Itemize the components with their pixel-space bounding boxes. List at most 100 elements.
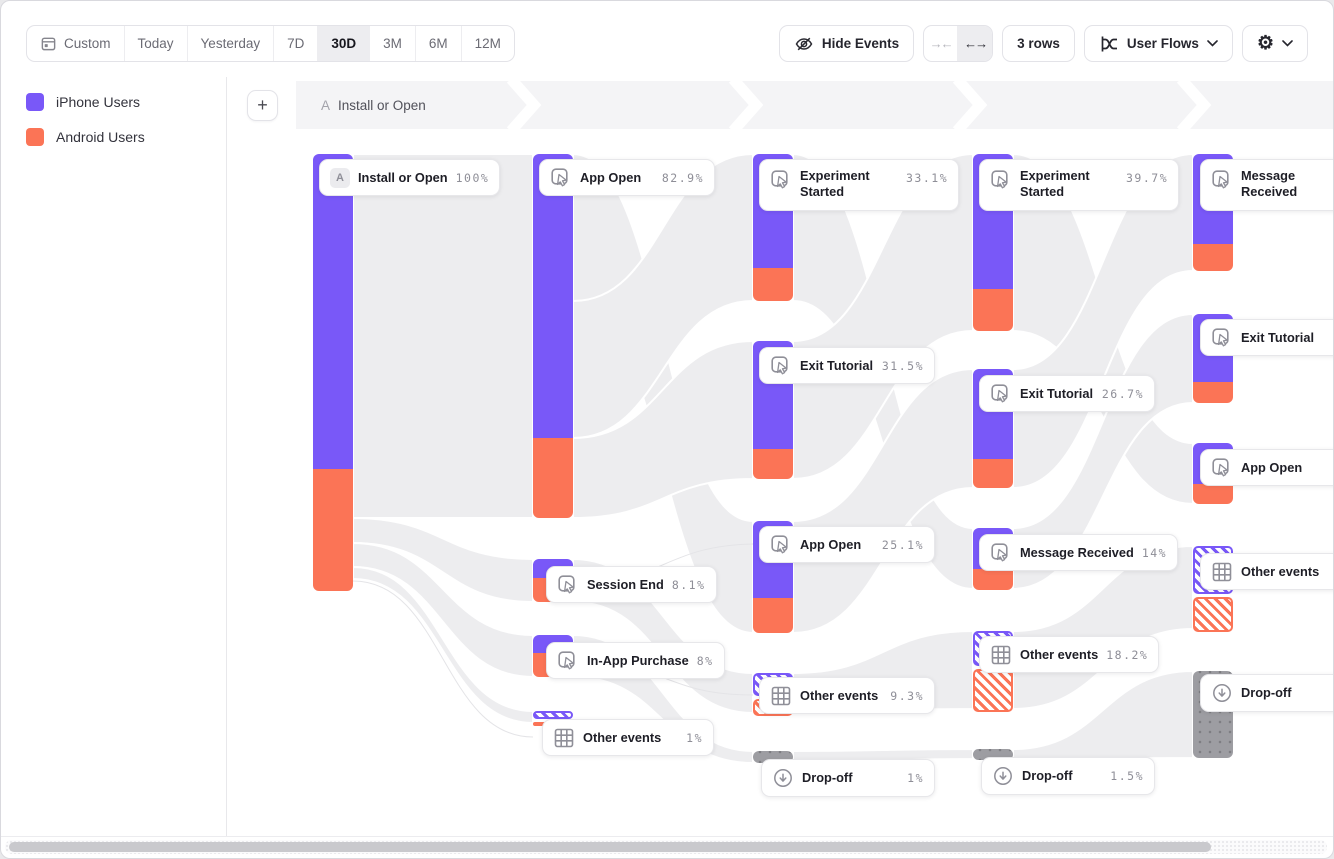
flow-bar-other-events-android[interactable] xyxy=(1193,597,1233,632)
expand-columns-button[interactable]: ←→ xyxy=(958,26,993,61)
flow-node-app-open[interactable]: App Open 82.9% xyxy=(539,159,715,196)
flow-bar-app-open-android[interactable] xyxy=(533,438,573,518)
flow-bar-drop-off[interactable] xyxy=(973,749,1013,760)
flow-node-message-received[interactable]: Message Received 14% xyxy=(979,534,1179,571)
add-step-button[interactable]: + xyxy=(247,90,278,121)
event-click-icon xyxy=(1211,457,1233,479)
flow-link xyxy=(572,339,754,520)
flow-node-exit-tutorial[interactable]: Exit Tutorial 31.5% xyxy=(759,347,935,384)
flow-node-exit-tutorial[interactable]: Exit Tutorial xyxy=(1200,319,1333,356)
flow-node-drop-off[interactable]: Drop-off xyxy=(1200,674,1333,712)
flow-bar-message-received-android[interactable] xyxy=(973,569,1013,590)
view-selector[interactable]: User Flows xyxy=(1083,25,1233,62)
flow-node-session-end[interactable]: Session End 8.1% xyxy=(546,566,717,603)
flow-node-drop-off[interactable]: Drop-off 1% xyxy=(761,759,935,797)
rows-button[interactable]: 3 rows xyxy=(1002,25,1075,62)
flow-node-other-events[interactable]: Other events 18.2% xyxy=(979,636,1160,673)
flow-node-label: Other events xyxy=(800,687,879,703)
date-range-label: 30D xyxy=(331,36,357,51)
flow-node-drop-off[interactable]: Drop-off 1.5% xyxy=(981,757,1155,795)
flow-node-label: App Open xyxy=(1241,459,1303,475)
flow-node-label: Exit Tutorial xyxy=(800,357,873,373)
date-range-7d[interactable]: 7D xyxy=(274,26,319,61)
chart-bottom-border xyxy=(1,836,1333,837)
flow-bar-message-received-android[interactable] xyxy=(1193,244,1233,271)
date-range-custom[interactable]: Custom xyxy=(27,26,125,61)
flow-node-label: Drop-off xyxy=(1241,685,1292,700)
event-click-icon xyxy=(550,167,572,189)
event-click-icon xyxy=(557,650,579,672)
flow-node-percentage: 1% xyxy=(907,771,924,785)
user-flows-icon xyxy=(1099,35,1119,53)
chevron-down-icon xyxy=(1282,40,1293,47)
flow-bar-exit-tutorial-android[interactable] xyxy=(1193,382,1233,403)
flow-node-percentage: 1% xyxy=(686,730,703,745)
flow-node-percentage: 8.1% xyxy=(671,577,706,592)
flow-node-other-events[interactable]: Other events 9.3% xyxy=(759,677,935,714)
flow-node-label: Message Received xyxy=(1241,168,1298,199)
legend-item-android-users[interactable]: Android Users xyxy=(26,128,145,146)
flow-node-percentage: 14% xyxy=(1141,545,1168,560)
event-click-icon xyxy=(990,383,1012,405)
flow-node-in-app-purchase[interactable]: In-App Purchase 8% xyxy=(546,642,725,679)
flow-bar-install-or-open-iphone[interactable] xyxy=(313,154,353,469)
flow-link xyxy=(792,367,974,635)
collapse-columns-button[interactable]: →← xyxy=(924,26,959,61)
flow-bar-app-open-iphone[interactable] xyxy=(533,154,573,438)
date-range-today[interactable]: Today xyxy=(125,26,188,61)
flow-node-percentage: 33.1% xyxy=(906,171,949,185)
flow-node-experiment-started[interactable]: Experiment Started 33.1% xyxy=(759,159,960,211)
flow-node-other-events[interactable]: Other events xyxy=(1200,553,1333,590)
flow-node-label: Other events xyxy=(583,729,662,745)
flow-link xyxy=(352,152,534,519)
date-range-3m[interactable]: 3M xyxy=(370,26,416,61)
hide-events-button[interactable]: Hide Events xyxy=(778,25,915,62)
flow-bar-app-open-android[interactable] xyxy=(753,598,793,633)
flow-node-percentage: 18.2% xyxy=(1106,647,1149,662)
flow-node-install-or-open[interactable]: A Install or Open 100% xyxy=(319,159,501,196)
flow-node-message-received[interactable]: Message Received xyxy=(1200,159,1333,211)
flow-bar-exit-tutorial-android[interactable] xyxy=(973,459,1013,488)
settings-button[interactable]: ⚙ xyxy=(1241,25,1308,62)
flow-link-thin xyxy=(352,580,534,738)
flow-node-label: Drop-off xyxy=(802,770,853,785)
flow-node-experiment-started[interactable]: Experiment Started 39.7% xyxy=(979,159,1180,211)
flow-bar-exit-tutorial-android[interactable] xyxy=(753,449,793,479)
flow-node-label: Drop-off xyxy=(1022,768,1073,783)
legend-item-iphone-users[interactable]: iPhone Users xyxy=(26,93,145,111)
flow-link xyxy=(352,541,534,679)
date-range-yesterday[interactable]: Yesterday xyxy=(188,26,275,61)
date-range-12m[interactable]: 12M xyxy=(462,26,514,61)
horizontal-scrollbar-thumb[interactable] xyxy=(9,842,1211,852)
date-range-6m[interactable]: 6M xyxy=(416,26,462,61)
flow-node-other-events[interactable]: Other events 1% xyxy=(542,719,714,756)
event-click-icon xyxy=(770,169,792,191)
flow-node-label: In-App Purchase xyxy=(587,652,689,668)
grid-icon xyxy=(770,685,792,707)
flow-node-percentage: 8% xyxy=(696,653,714,668)
legend-label: Android Users xyxy=(56,129,145,145)
flow-bar-app-open-android[interactable] xyxy=(1193,484,1233,504)
collapse-expand-toggle: →← ←→ xyxy=(923,25,994,62)
step-chevron-separators xyxy=(506,81,1212,129)
flow-node-app-open[interactable]: App Open xyxy=(1200,449,1333,486)
date-range-30d[interactable]: 30D xyxy=(318,26,371,61)
flow-bar-experiment-started-android[interactable] xyxy=(973,289,1013,331)
drop-off-icon xyxy=(1211,682,1233,704)
event-click-icon xyxy=(770,534,792,556)
flow-bar-other-events-iphone[interactable] xyxy=(533,711,573,719)
flow-bar-experiment-started-android[interactable] xyxy=(753,268,793,301)
date-range-label: 6M xyxy=(428,36,448,51)
grid-icon xyxy=(1211,561,1233,583)
date-range-label: Custom xyxy=(64,36,111,51)
flow-node-exit-tutorial[interactable]: Exit Tutorial 26.7% xyxy=(979,375,1155,412)
flow-bar-other-events-android[interactable] xyxy=(973,669,1013,712)
step-header-band[interactable]: A Install or Open xyxy=(296,81,1333,129)
step-1-header[interactable]: A Install or Open xyxy=(321,81,426,129)
flow-node-percentage: 31.5% xyxy=(881,358,924,373)
flow-node-label: App Open xyxy=(800,536,862,552)
flow-bar-install-or-open-android[interactable] xyxy=(313,469,353,591)
flow-node-app-open[interactable]: App Open 25.1% xyxy=(759,526,935,563)
